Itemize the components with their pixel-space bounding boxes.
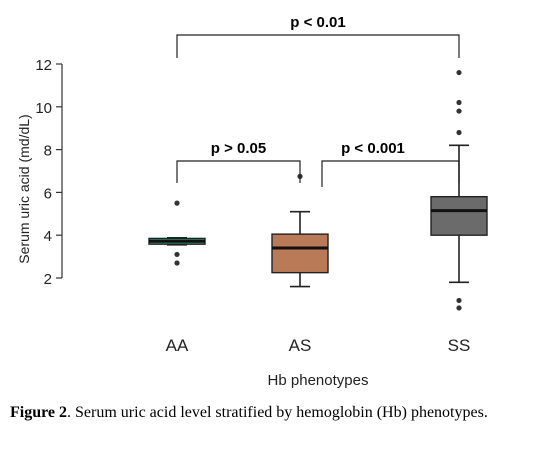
outlier-point bbox=[174, 260, 180, 266]
significance-bracket bbox=[176, 34, 460, 58]
y-tick-label: 10 bbox=[35, 100, 52, 117]
outlier-point bbox=[174, 200, 180, 206]
significance-label: p > 0.05 bbox=[211, 140, 266, 157]
y-tick-label: 12 bbox=[35, 57, 52, 74]
y-tick-label: 2 bbox=[44, 271, 52, 288]
significance-bracket bbox=[176, 160, 301, 183]
x-axis-label: Hb phenotypes bbox=[268, 372, 369, 389]
outlier-point bbox=[456, 129, 462, 136]
x-tick-label: AA bbox=[166, 336, 189, 355]
significance-bracket bbox=[321, 160, 460, 187]
caption-text: . Serum uric acid level stratified by he… bbox=[67, 404, 488, 421]
box-ss bbox=[430, 195, 488, 236]
y-tick-label: 8 bbox=[44, 143, 52, 160]
x-tick-label: AS bbox=[289, 336, 312, 355]
caption-label: Figure 2 bbox=[10, 404, 68, 421]
outlier-point bbox=[456, 305, 462, 311]
y-tick-label: 4 bbox=[44, 228, 52, 245]
figure-caption: Figure 2. Serum uric acid level stratifi… bbox=[10, 403, 545, 423]
y-axis-label: Serum uric acid (md/dL) bbox=[16, 114, 32, 263]
outlier-point bbox=[456, 108, 462, 114]
outlier-point bbox=[174, 251, 180, 258]
x-tick-label: SS bbox=[448, 336, 471, 355]
outlier-point bbox=[456, 297, 462, 304]
significance-label: p < 0.01 bbox=[290, 14, 345, 31]
box-plot-chart: 2 4 6 8 10 12 Serum uric acid (md/dL) AA AS SS Hb … bbox=[16, 14, 488, 389]
outlier-point bbox=[456, 69, 462, 76]
significance-label: p < 0.001 bbox=[341, 140, 405, 157]
y-tick-label: 6 bbox=[44, 185, 52, 202]
box-as bbox=[271, 233, 329, 274]
outlier-point bbox=[456, 99, 462, 106]
